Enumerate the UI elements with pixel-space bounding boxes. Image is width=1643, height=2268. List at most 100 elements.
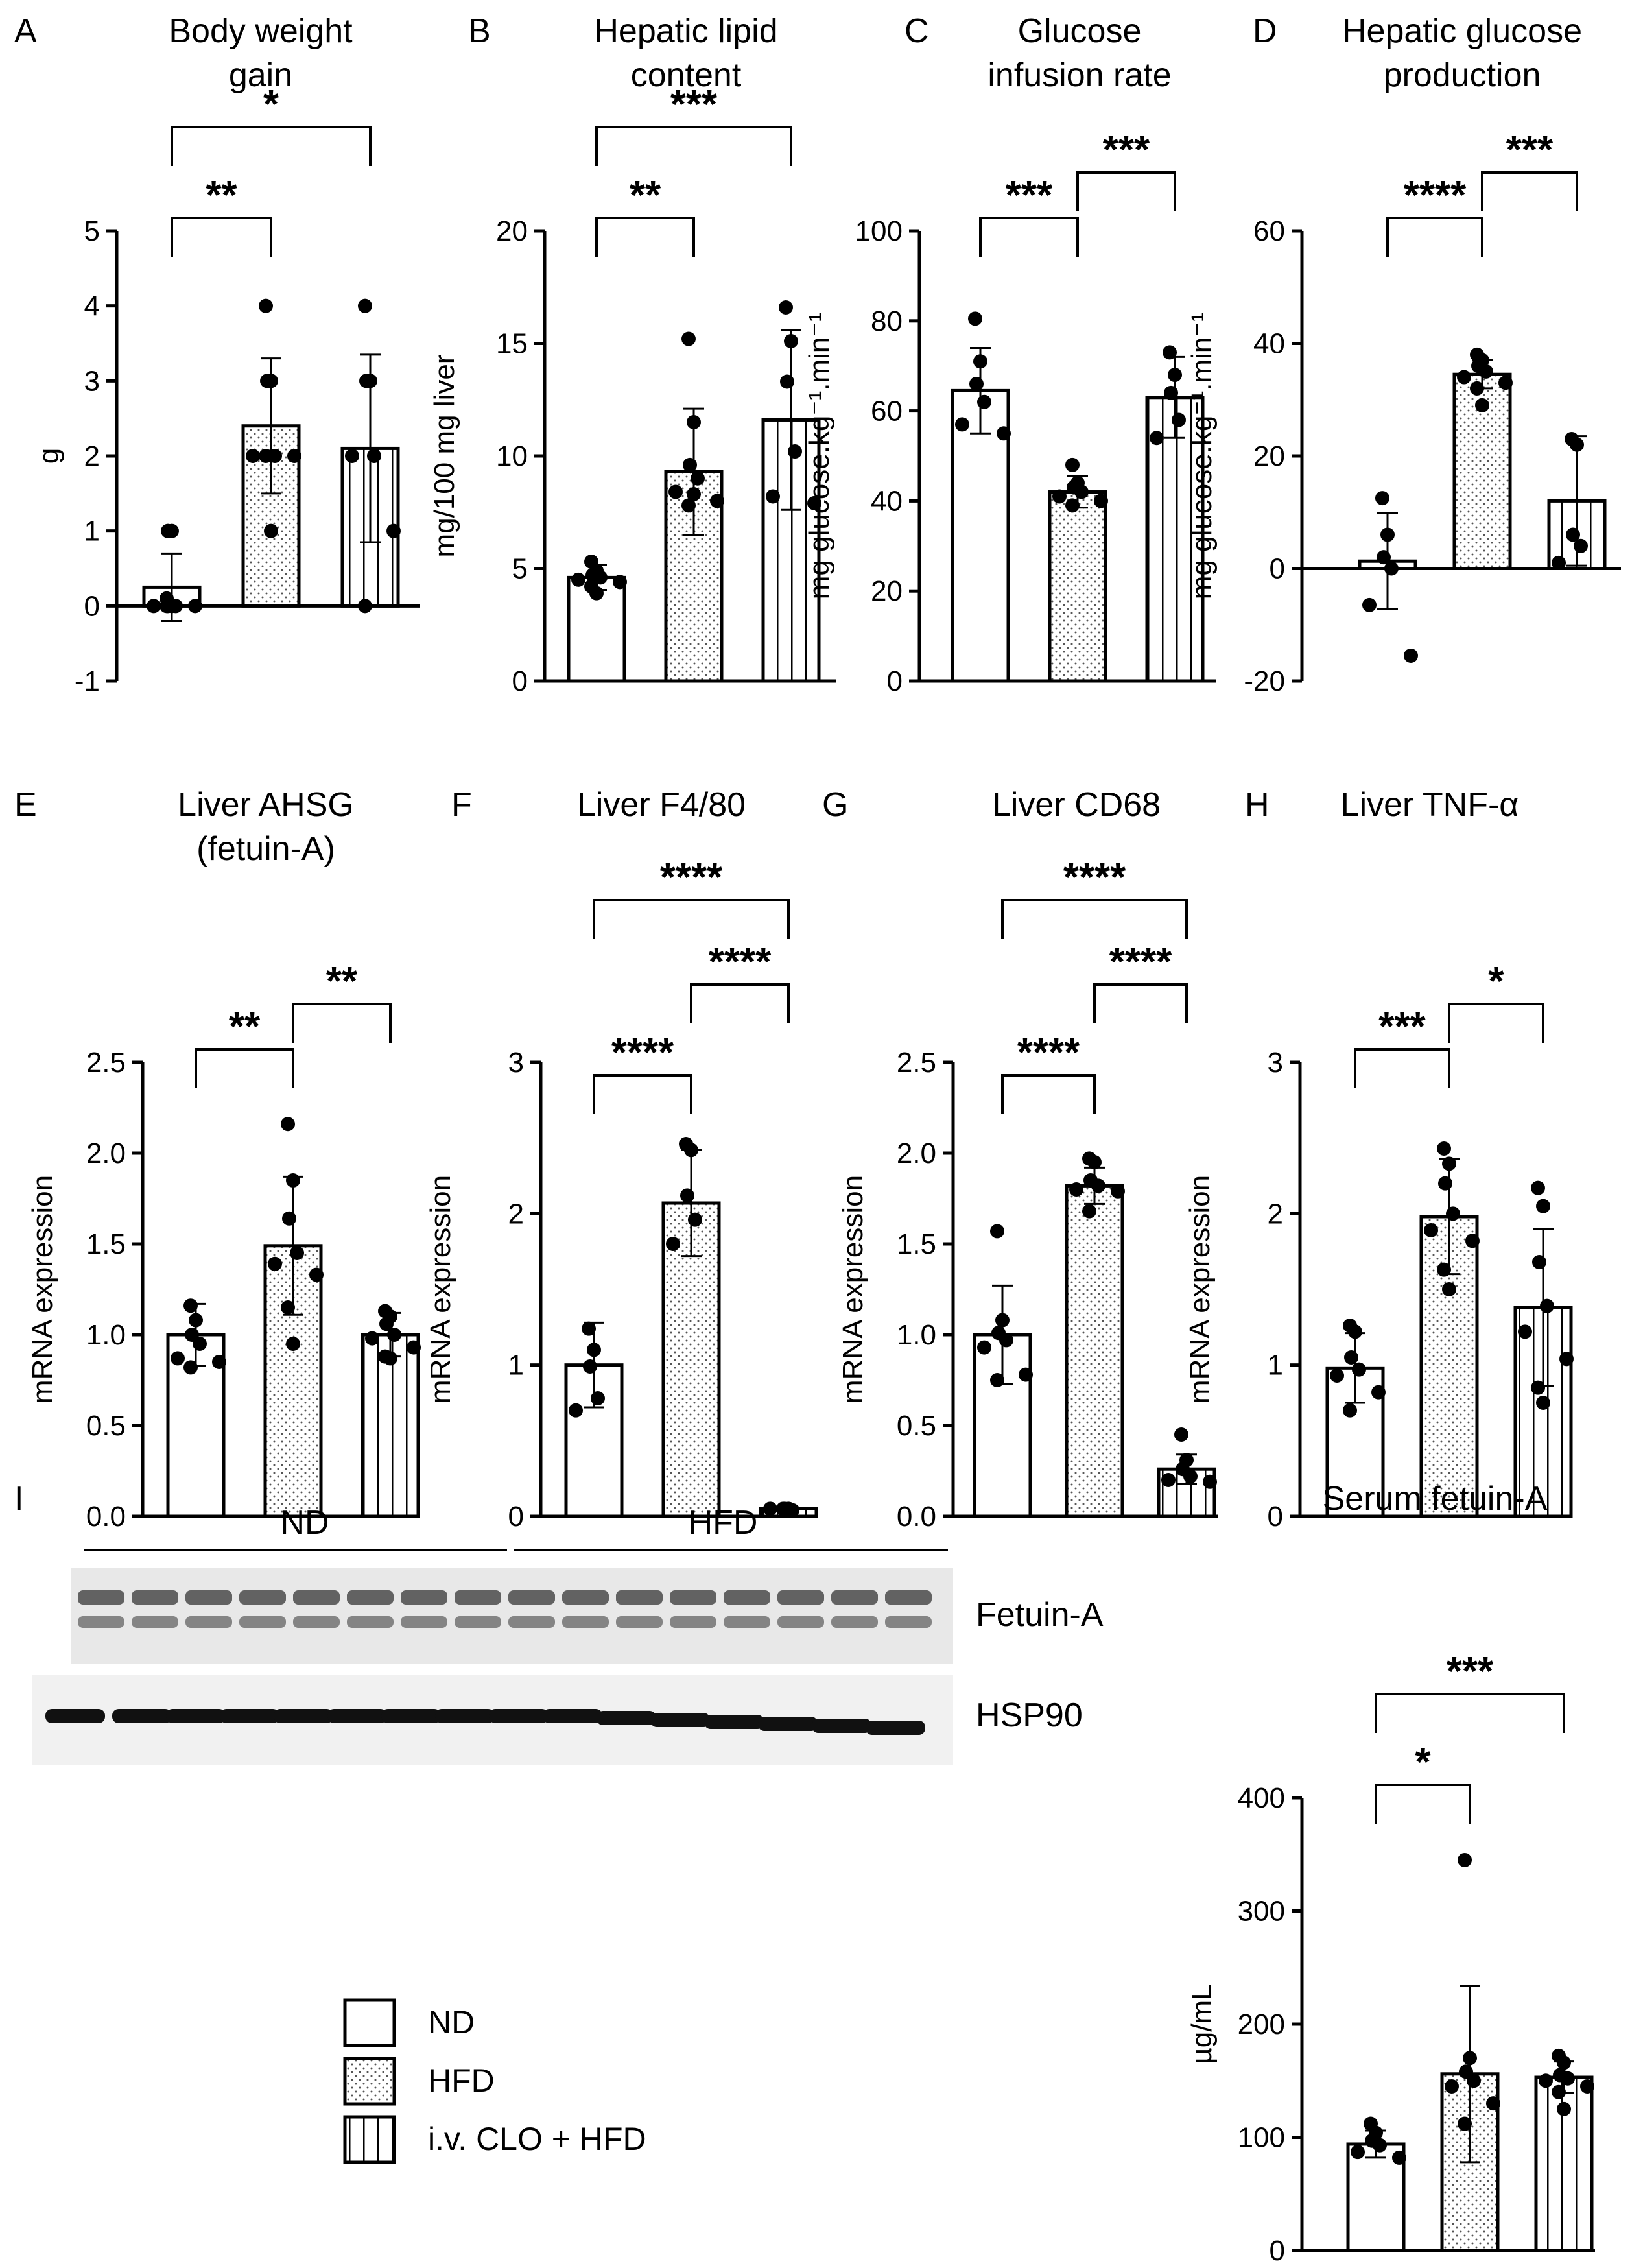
blot-band-hsp90	[45, 1709, 105, 1723]
data-point	[281, 1300, 295, 1315]
data-point	[1065, 457, 1080, 472]
data-point	[387, 1328, 401, 1342]
significance-label: ***	[1447, 1649, 1494, 1694]
data-point	[785, 1503, 799, 1518]
y-tick-label: 80	[871, 305, 903, 337]
y-axis-label: mg glucose.kg⁻¹.min⁻¹	[1186, 313, 1218, 600]
y-tick-label: 0.5	[897, 1410, 936, 1442]
blot-band-hsp90	[166, 1709, 226, 1723]
data-point	[246, 449, 260, 463]
data-point	[977, 394, 991, 409]
y-tick-label: 100	[855, 215, 903, 247]
y-tick-label: 0.5	[86, 1410, 126, 1442]
chart-title-line: Liver TNF-α	[1341, 786, 1519, 824]
data-point	[587, 1343, 601, 1357]
data-point	[212, 1355, 226, 1369]
data-point	[1532, 1255, 1546, 1269]
blot-band-hsp90	[112, 1709, 172, 1723]
significance-bracket	[171, 126, 372, 166]
data-point	[1424, 1223, 1438, 1237]
data-point	[260, 374, 274, 388]
data-point	[1486, 2096, 1500, 2111]
blot-group-nd: ND	[280, 1504, 329, 1542]
data-point	[1069, 1182, 1083, 1197]
data-point	[1384, 561, 1399, 576]
y-tick-label: 2.0	[86, 1138, 126, 1169]
data-point	[407, 1340, 421, 1355]
y-axis-label: mRNA expression	[837, 1175, 869, 1403]
y-axis-label: mRNA expression	[1184, 1175, 1216, 1403]
data-point	[999, 1333, 1013, 1348]
significance-bracket	[171, 217, 272, 257]
blot-label-hsp90: HSP90	[976, 1697, 1083, 1734]
data-point	[268, 1256, 282, 1271]
y-tick-label: 1.0	[86, 1319, 126, 1351]
data-point	[968, 311, 982, 326]
y-tick-label: 20	[1253, 440, 1285, 472]
data-point	[259, 298, 273, 313]
blot-group-hfd: HFD	[689, 1504, 758, 1542]
data-point	[193, 1337, 207, 1351]
blot-band-fetuin-upper	[831, 1590, 878, 1605]
data-point	[367, 449, 381, 463]
data-point	[779, 300, 793, 315]
data-point	[1074, 484, 1089, 499]
data-point	[1183, 1469, 1198, 1484]
significance-label: **	[326, 959, 358, 1004]
chart-title-line: Hepatic lipid	[594, 12, 777, 50]
data-point	[1536, 1199, 1550, 1213]
data-point	[259, 449, 273, 463]
data-point	[1065, 498, 1080, 513]
y-axis-label: mRNA expression	[27, 1175, 58, 1403]
significance-label: **	[630, 173, 661, 218]
y-tick-label: 10	[496, 440, 528, 472]
y-tick-label: 3	[508, 1047, 524, 1079]
data-point	[1437, 1141, 1451, 1156]
data-point	[1465, 1234, 1480, 1248]
data-point	[977, 1340, 991, 1355]
blot-band-hsp90	[704, 1715, 764, 1729]
legend-label-clo-hfd: i.v. CLO + HFD	[428, 2121, 646, 2157]
data-point	[583, 1359, 597, 1374]
y-tick-label: 40	[1253, 328, 1285, 360]
blot-lanes	[45, 1590, 932, 1735]
panel-letter-i: I	[14, 1480, 23, 1518]
significance-bracket	[1448, 1003, 1544, 1043]
blot-band-fetuin-upper	[508, 1590, 555, 1605]
blot-band-hsp90	[812, 1719, 871, 1733]
data-point	[997, 426, 1011, 441]
y-tick-label: 1.5	[86, 1228, 126, 1260]
y-tick-label: 100	[1238, 2122, 1285, 2154]
data-point	[1531, 1180, 1545, 1195]
data-point	[309, 1267, 324, 1282]
significance-label: **	[229, 1005, 261, 1049]
data-point	[691, 471, 705, 486]
chart-panel-b: Hepatic lipid content 0 5 10 15 20 mg/100 mg li…	[429, 12, 836, 697]
data-point	[1019, 1367, 1033, 1382]
y-tick-label: 2	[508, 1198, 524, 1230]
chart-title-line: (fetuin-A)	[196, 830, 335, 868]
y-tick-label: 200	[1238, 2009, 1285, 2040]
legend-swatch-hfd	[343, 2057, 396, 2106]
blot-band-fetuin-lower	[831, 1616, 878, 1628]
blot-band-fetuin-lower	[132, 1616, 178, 1628]
blot-band-fetuin-lower	[401, 1616, 447, 1628]
data-point	[1352, 1362, 1366, 1377]
y-tick-label: 0	[512, 665, 528, 697]
data-point	[287, 449, 301, 463]
y-tick-label: 0	[1270, 2235, 1285, 2267]
data-point	[766, 489, 780, 504]
western-blot: ND HFD Fetuin-A HSP90	[32, 1504, 1104, 1765]
significance-label: ****	[1063, 855, 1126, 900]
y-tick-label: 300	[1238, 1896, 1285, 1928]
data-point	[710, 494, 724, 508]
blot-band-fetuin-lower	[562, 1616, 609, 1628]
data-point	[990, 1224, 1004, 1239]
bar-hfd	[1048, 490, 1107, 683]
y-tick-label: 60	[1253, 215, 1285, 247]
blot-band-hsp90	[650, 1713, 710, 1727]
significance-bracket	[1386, 217, 1483, 257]
